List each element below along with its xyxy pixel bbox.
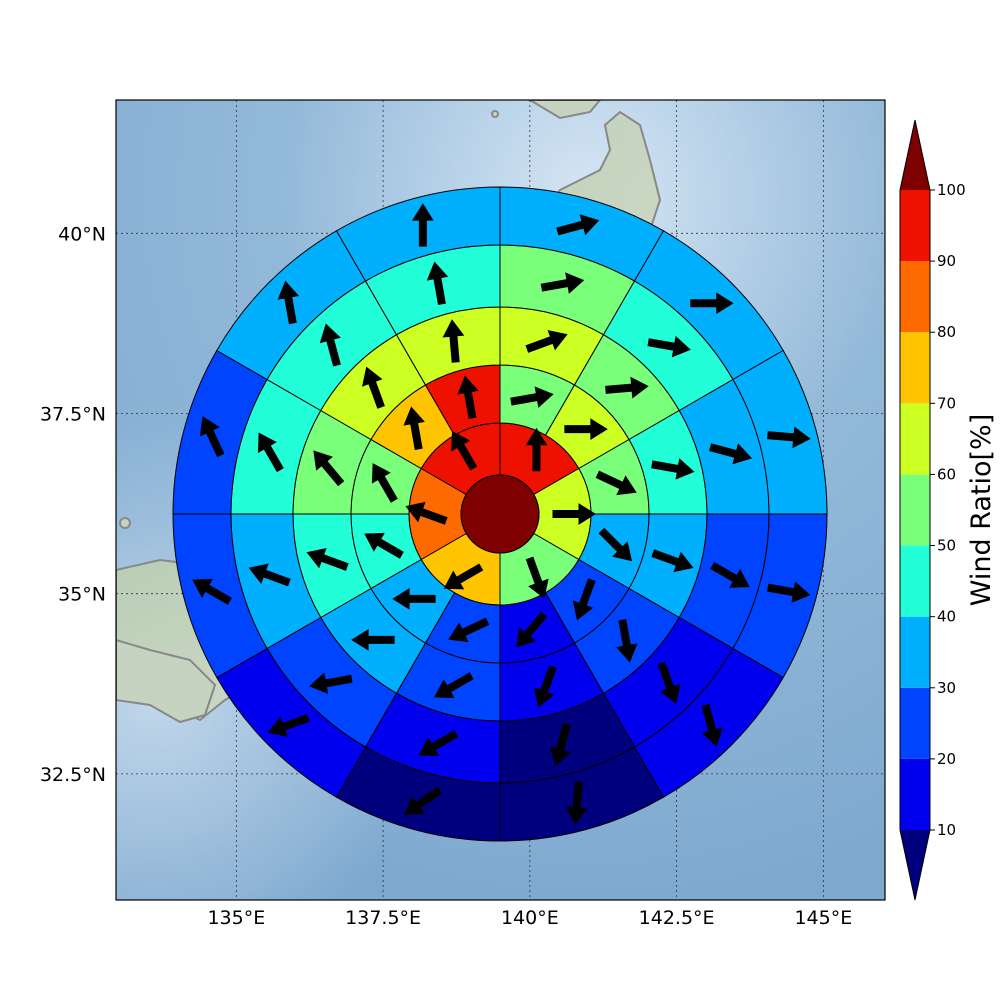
wind-arrow <box>306 547 349 571</box>
wind-arrow <box>767 426 811 449</box>
colorbar: 10 20 30 40 50 60 70 80 90 100 Wind Ratio[%] <box>899 119 997 901</box>
colorbar-tick-label: 100 <box>937 181 966 199</box>
latitude-tick-labels: 40°N 37.5°N 35°N 32.5°N <box>40 223 106 786</box>
wind-arrow <box>319 323 341 367</box>
wind-arrow <box>442 319 465 363</box>
longitude-tick-labels: 135°E 137.5°E 140°E 142.5°E 145°E <box>207 907 852 929</box>
wind-arrow <box>525 329 568 353</box>
wind-arrow <box>309 672 353 694</box>
lat-tick-label: 32.5°N <box>40 764 106 786</box>
colorbar-bin <box>900 758 930 830</box>
wind-arrow <box>392 587 436 610</box>
colorbar-over-extension <box>900 120 930 190</box>
lon-tick-label: 140°E <box>501 907 559 929</box>
colorbar-bin <box>900 474 930 546</box>
wind-arrow <box>411 203 434 247</box>
wind-arrow <box>510 386 554 408</box>
wind-arrow <box>418 730 459 757</box>
rose-sector <box>335 186 501 282</box>
colorbar-label: Wind Ratio[%] <box>966 414 997 606</box>
wind-arrow <box>248 563 291 587</box>
wind-arrow <box>371 463 398 503</box>
colorbar-under-extension <box>900 830 930 900</box>
colorbar-tick-label: 40 <box>937 608 956 626</box>
lon-tick-label: 137.5°E <box>345 907 421 929</box>
colorbar-tick-label: 70 <box>937 394 956 412</box>
wind-rose <box>172 186 828 842</box>
wind-arrow <box>404 786 442 816</box>
wind-arrow <box>434 672 474 699</box>
wind-arrow <box>651 549 694 573</box>
colorbar-bin <box>900 403 930 475</box>
wind-arrow <box>364 532 404 559</box>
wind-arrow <box>457 375 479 419</box>
colorbar-bin <box>900 332 930 404</box>
wind-arrow <box>690 292 734 315</box>
wind-arrow <box>525 427 548 472</box>
wind-arrow <box>257 432 284 473</box>
wind-arrow <box>572 578 596 621</box>
wind-arrow <box>362 366 385 409</box>
colorbar-bin <box>900 616 930 688</box>
wind-arrow <box>549 723 571 767</box>
wind-arrow <box>701 703 723 747</box>
colorbar-tick-label: 60 <box>937 465 956 483</box>
lat-tick-label: 37.5°N <box>40 404 106 426</box>
wind-arrow <box>605 376 649 399</box>
colorbar-bin <box>900 190 930 262</box>
hokkaido-land <box>528 100 602 120</box>
lat-tick-label: 35°N <box>58 584 106 606</box>
wind-arrow <box>443 563 484 590</box>
wind-arrow <box>448 617 490 643</box>
wind-arrow <box>405 501 448 525</box>
map-border <box>115 99 886 901</box>
wind-arrow <box>516 611 548 648</box>
wind-arrow <box>647 335 691 358</box>
colorbar-bin <box>900 545 930 617</box>
island-dot <box>119 517 131 529</box>
wind-arrow <box>525 556 549 599</box>
lon-tick-label: 142.5°E <box>639 907 715 929</box>
island-dot <box>491 110 499 118</box>
colorbar-tick-label: 90 <box>937 252 956 270</box>
lon-tick-label: 135°E <box>207 907 265 929</box>
wind-arrow <box>426 261 449 305</box>
wind-arrow <box>313 450 345 487</box>
wind-arrow <box>651 458 695 480</box>
map-panel <box>115 99 886 901</box>
wind-arrow <box>766 581 811 603</box>
colorbar-tick-label: 50 <box>937 537 956 555</box>
wind-arrow <box>540 272 585 294</box>
colorbar-tick-label: 20 <box>937 750 956 768</box>
wind-arrow <box>556 214 600 236</box>
kyushu-shikoku-land <box>116 638 217 724</box>
rose-center-disc <box>460 474 540 554</box>
wind-arrow <box>657 661 681 704</box>
colorbar-bin <box>900 687 930 759</box>
wind-arrow <box>403 406 425 451</box>
wind-arrow <box>552 503 596 525</box>
wind-arrow <box>277 280 300 325</box>
wind-arrow <box>533 665 557 708</box>
lat-tick-label: 40°N <box>58 223 106 245</box>
colorbar-bin <box>900 261 930 333</box>
wind-arrow <box>451 430 478 471</box>
colorbar-tick-label: 30 <box>937 679 956 697</box>
wind-arrows <box>192 203 811 825</box>
wind-arrow <box>565 781 588 825</box>
wind-arrow <box>616 618 638 663</box>
wind-arrow <box>709 443 753 465</box>
wind-arrow <box>564 418 608 441</box>
wind-arrow <box>351 628 395 651</box>
wind-arrow <box>199 416 225 458</box>
colorbar-tick-label: 10 <box>937 821 956 839</box>
lon-tick-label: 145°E <box>794 907 852 929</box>
wind-arrow <box>267 713 310 737</box>
colorbar-tick-label: 80 <box>937 323 956 341</box>
wind-arrow <box>710 561 750 588</box>
wind-arrow <box>595 470 637 496</box>
wind-arrow <box>192 578 232 605</box>
wind-arrow <box>598 527 633 562</box>
